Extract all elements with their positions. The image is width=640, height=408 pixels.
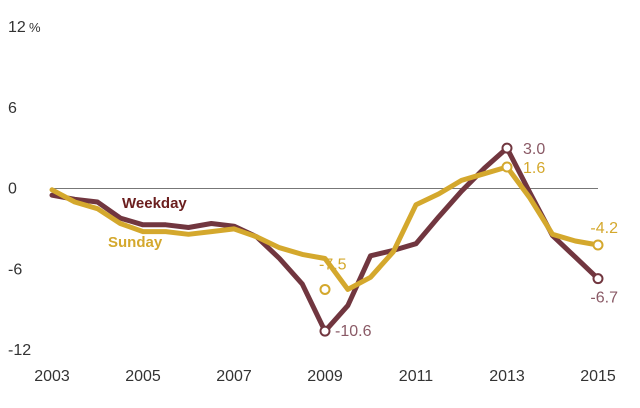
series-label-weekday: Weekday (122, 195, 187, 212)
highlight-marker-sunday (319, 283, 331, 295)
highlight-marker-weekday (501, 142, 513, 154)
y-tick-label: 6 (8, 100, 17, 117)
x-tick-label: 2005 (125, 368, 161, 385)
x-tick-label: 2003 (34, 368, 70, 385)
y-unit-label: % (29, 20, 41, 35)
highlight-marker-weekday (592, 273, 604, 285)
x-tick-label: 2009 (307, 368, 343, 385)
y-tick-label: 0 (8, 181, 17, 198)
x-tick-label: 2013 (489, 368, 525, 385)
series-label-sunday: Sunday (108, 234, 163, 251)
highlight-marker-sunday (592, 239, 604, 251)
y-tick-label: 12 (8, 19, 26, 36)
data-label-weekday: 3.0 (523, 141, 545, 158)
y-tick-label: -12 (8, 342, 31, 359)
y-tick-label: -6 (8, 261, 22, 278)
x-tick-label: 2011 (399, 368, 434, 385)
data-label-sunday: 1.6 (523, 160, 545, 177)
x-tick-label: 2015 (580, 368, 616, 385)
x-tick-label: 2007 (216, 368, 252, 385)
data-label-weekday: -10.6 (335, 323, 372, 340)
highlight-marker-weekday (319, 325, 331, 337)
data-label-sunday: -7.5 (319, 256, 347, 273)
highlight-marker-sunday (501, 161, 513, 173)
data-label-sunday: -4.2 (590, 220, 618, 237)
data-label-weekday: -6.7 (590, 290, 618, 307)
